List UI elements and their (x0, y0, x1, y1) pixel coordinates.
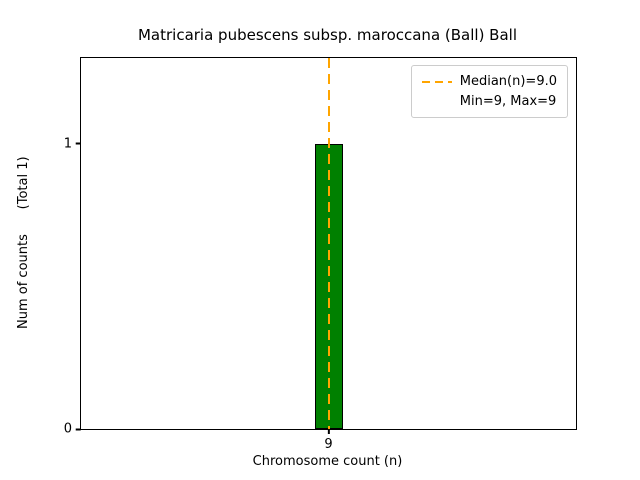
legend-row-median: Median(n)=9.0 (421, 74, 557, 89)
legend-row-minmax: Min=9, Max=9 (422, 94, 557, 109)
legend-label-minmax: Min=9, Max=9 (459, 94, 557, 109)
y-tick-mark (76, 428, 81, 430)
plot-area: Median(n)=9.0 Min=9, Max=9 0 1 9 (64, 57, 577, 452)
legend-sample-empty (422, 101, 452, 103)
y-tick: 0 (64, 422, 81, 437)
x-tick-mark (327, 429, 330, 434)
y-tick: 1 (64, 136, 81, 151)
median-dashed-line-icon (421, 80, 452, 83)
y-axis-label: Num of counts (Total 1) (16, 156, 31, 329)
chart-title: Matricaria pubescens subsp. maroccana (B… (137, 26, 518, 44)
median-line (327, 58, 330, 429)
y-tick-label: 0 (63, 421, 72, 437)
x-axis-label: Chromosome count (n) (252, 454, 403, 469)
legend: Median(n)=9.0 Min=9, Max=9 (410, 65, 568, 118)
y-tick-mark (76, 142, 81, 145)
x-tick: 9 (324, 429, 333, 452)
x-tick-label: 9 (324, 437, 333, 452)
y-tick-label: 1 (63, 136, 72, 152)
legend-label-median: Median(n)=9.0 (459, 74, 557, 89)
